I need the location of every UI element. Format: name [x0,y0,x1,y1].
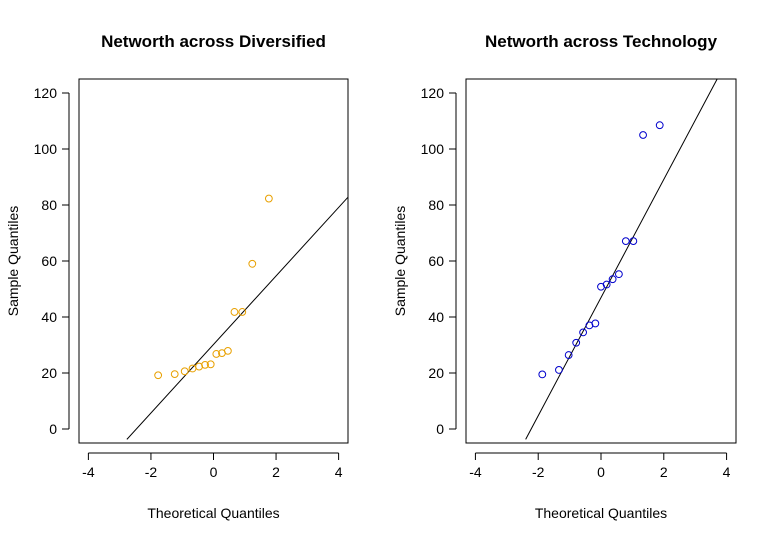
chart-title: Networth across Diversified [101,32,326,51]
y-tick-label: 80 [428,197,444,213]
y-tick-label: 40 [41,309,57,325]
data-point [170,370,179,379]
data-point [248,259,257,268]
data-point [230,308,239,316]
data-point [564,351,573,359]
data-point [223,346,232,355]
data-point [639,131,647,139]
data-point [555,366,563,374]
data-point [212,350,221,358]
y-tick-label: 20 [41,365,57,381]
x-tick-label: -4 [469,464,482,480]
data-point [614,270,623,279]
data-point [579,328,588,337]
qq-panel-diversified: Networth across Diversified Theoretical Q… [5,32,349,521]
plot-frame [78,78,349,444]
chart-title: Networth across Technology [485,32,718,51]
data-point [655,121,664,130]
y-tick-label: 100 [34,141,58,157]
data-point [538,370,547,379]
x-tick-label: -2 [532,464,545,480]
data-point [238,308,247,316]
data-point [264,194,273,203]
y-tick-label: 60 [428,253,444,269]
y-tick-label: 120 [421,85,445,101]
y-tick-label: 20 [428,365,444,381]
data-point [629,237,638,246]
data-point [201,360,209,369]
x-tick-label: 2 [660,464,668,480]
data-point [602,280,611,289]
data-point [154,371,163,380]
data-point [572,338,581,347]
data-point [206,360,215,369]
y-tick-label: 0 [436,421,444,437]
x-tick-label: 2 [272,464,280,480]
x-tick-label: 0 [597,464,605,480]
x-tick-label: 4 [335,464,343,480]
y-tick-label: 0 [49,421,57,437]
y-tick-label: 60 [41,253,57,269]
x-tick-label: 0 [210,464,218,480]
y-tick-label: 80 [41,197,57,213]
qq-panel-technology: Networth across Technology Theoretical Qu… [392,32,737,521]
qq-reference-line [126,196,348,440]
data-point [608,275,617,284]
qq-reference-line [525,79,718,440]
data-point [591,319,600,328]
y-tick-label: 120 [34,85,58,101]
plot-frame [465,78,737,444]
y-axis-label: Sample Quantiles [5,206,21,317]
x-tick-label: -2 [145,464,158,480]
data-point [188,364,197,373]
x-tick-label: -4 [82,464,95,480]
y-tick-label: 40 [428,309,444,325]
x-tick-label: 4 [723,464,731,480]
data-point [621,237,630,246]
y-tick-label: 100 [421,141,445,157]
data-point [180,367,189,376]
y-axis-label: Sample Quantiles [392,206,408,317]
x-axis-label: Theoretical Quantiles [535,505,667,521]
x-axis-label: Theoretical Quantiles [147,505,279,521]
